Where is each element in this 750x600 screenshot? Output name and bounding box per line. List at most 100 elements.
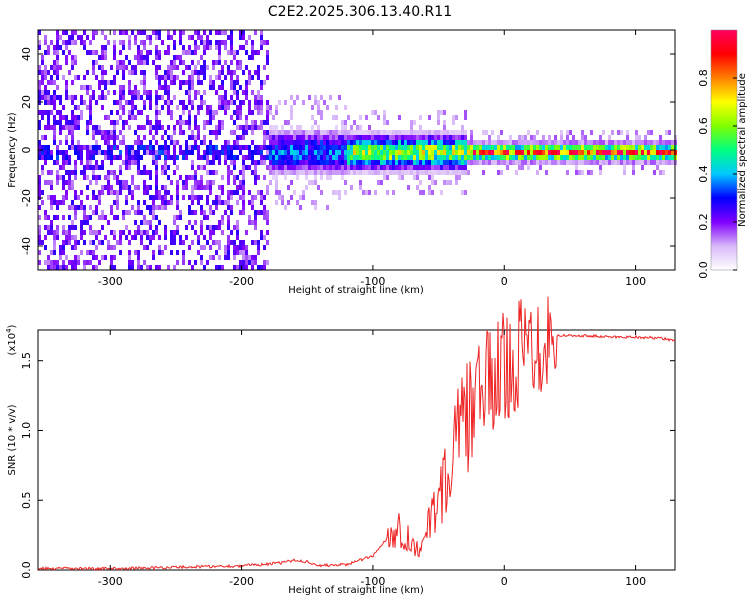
heatmap-cell — [392, 145, 395, 150]
heatmap-cell — [416, 145, 419, 150]
heatmap-cell — [77, 150, 80, 155]
heatmap-cell — [179, 125, 182, 130]
heatmap-cell — [371, 140, 374, 145]
heatmap-cell — [599, 140, 602, 145]
heatmap-cell — [377, 115, 380, 120]
heatmap-cell — [119, 65, 122, 70]
heatmap-cell — [668, 160, 671, 165]
heatmap-cell — [74, 245, 77, 250]
heatmap-cell — [215, 150, 218, 155]
heatmap-cell — [530, 150, 533, 155]
heatmap-cell — [98, 230, 101, 235]
heatmap-cell — [38, 180, 41, 185]
heatmap-cell — [173, 150, 176, 155]
heatmap-cell — [47, 110, 50, 115]
heatmap-cell — [53, 95, 56, 100]
heatmap-cell — [161, 105, 164, 110]
heatmap-cell — [347, 115, 350, 120]
heatmap-cell — [170, 180, 173, 185]
heatmap-cell — [137, 170, 140, 175]
heatmap-cell — [179, 240, 182, 245]
heatmap-cell — [185, 105, 188, 110]
heatmap-cell — [140, 70, 143, 75]
heatmap-cell — [251, 240, 254, 245]
heatmap-cell — [287, 200, 290, 205]
heatmap-cell — [206, 150, 209, 155]
heatmap-cell — [170, 140, 173, 145]
heatmap-cell — [236, 60, 239, 65]
heatmap-cell — [341, 120, 344, 125]
heatmap-cell — [608, 150, 611, 155]
heatmap-cell — [461, 145, 464, 150]
heatmap-cell — [179, 210, 182, 215]
heatmap-cell — [488, 150, 491, 155]
heatmap-cell — [128, 265, 131, 270]
heatmap-cell — [266, 215, 269, 220]
heatmap-cell — [104, 150, 107, 155]
heatmap-cell — [443, 140, 446, 145]
heatmap-cell — [425, 160, 428, 165]
heatmap-cell — [329, 150, 332, 155]
heatmap-cell — [395, 145, 398, 150]
heatmap-cell — [446, 145, 449, 150]
heatmap-cell — [461, 135, 464, 140]
heatmap-cell — [443, 130, 446, 135]
heatmap-cell — [80, 145, 83, 150]
heatmap-cell — [293, 100, 296, 105]
heatmap-cell — [65, 155, 68, 160]
heatmap-cell — [185, 225, 188, 230]
heatmap-cell — [353, 160, 356, 165]
heatmap-cell — [233, 130, 236, 135]
heatmap-cell — [182, 150, 185, 155]
heatmap-cell — [278, 170, 281, 175]
heatmap-cell — [665, 150, 668, 155]
heatmap-cell — [461, 155, 464, 160]
heatmap-cell — [143, 85, 146, 90]
heatmap-cell — [629, 150, 632, 155]
heatmap-cell — [50, 265, 53, 270]
heatmap-cell — [215, 45, 218, 50]
heatmap-cell — [206, 145, 209, 150]
heatmap-cell — [182, 50, 185, 55]
heatmap-cell — [242, 170, 245, 175]
heatmap-cell — [239, 110, 242, 115]
heatmap-cell — [176, 205, 179, 210]
heatmap-cell — [125, 195, 128, 200]
heatmap-cell — [68, 50, 71, 55]
heatmap-cell — [71, 80, 74, 85]
heatmap-cell — [68, 235, 71, 240]
heatmap-cell — [203, 70, 206, 75]
heatmap-cell — [431, 150, 434, 155]
heatmap-cell — [383, 110, 386, 115]
heatmap-cell — [167, 95, 170, 100]
heatmap-cell — [176, 165, 179, 170]
heatmap-cell — [455, 115, 458, 120]
heatmap-cell — [506, 150, 509, 155]
heatmap-cell — [77, 155, 80, 160]
heatmap-cell — [152, 215, 155, 220]
heatmap-cell — [233, 250, 236, 255]
heatmap-cell — [173, 95, 176, 100]
heatmap-cell — [611, 155, 614, 160]
heatmap-cell — [428, 115, 431, 120]
heatmap-cell — [128, 230, 131, 235]
heatmap-cell — [38, 80, 41, 85]
heatmap-cell — [71, 60, 74, 65]
heatmap-cell — [218, 50, 221, 55]
heatmap-cell — [116, 120, 119, 125]
heatmap-cell — [137, 90, 140, 95]
heatmap-cell — [104, 70, 107, 75]
heatmap-cell — [275, 145, 278, 150]
heatmap-cell — [200, 260, 203, 265]
heatmap-cell — [68, 170, 71, 175]
heatmap-cell — [350, 125, 353, 130]
heatmap-cell — [170, 110, 173, 115]
heatmap-cell — [566, 135, 569, 140]
heatmap-cell — [341, 145, 344, 150]
heatmap-cell — [158, 85, 161, 90]
heatmap-cell — [389, 170, 392, 175]
heatmap-cell — [113, 235, 116, 240]
heatmap-cell — [323, 135, 326, 140]
heatmap-cell — [95, 130, 98, 135]
heatmap-cell — [65, 115, 68, 120]
